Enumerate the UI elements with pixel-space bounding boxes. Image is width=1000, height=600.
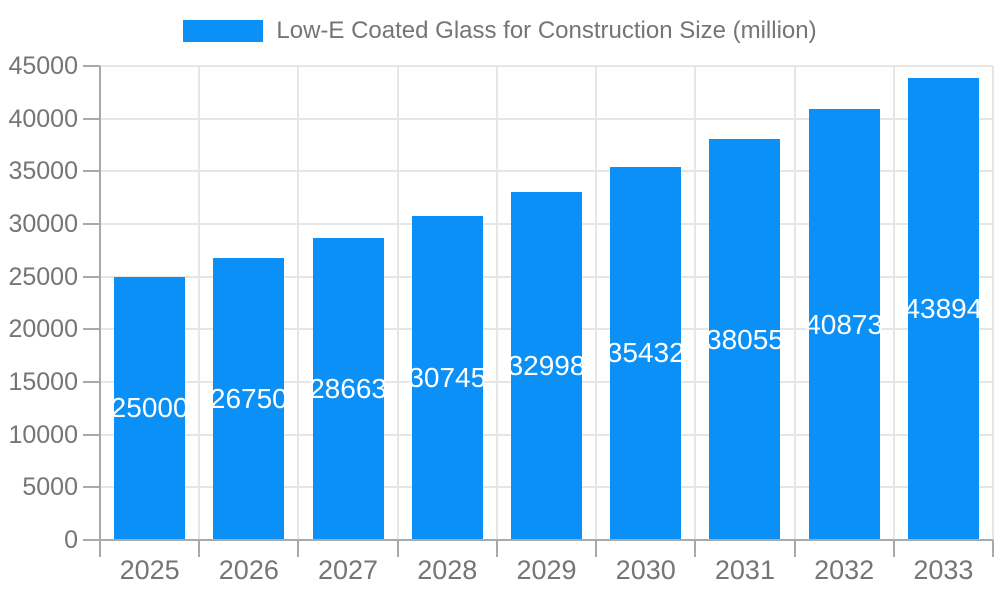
y-tick <box>83 275 100 278</box>
h-gridline <box>100 170 993 173</box>
bar-value-label: 28663 <box>309 373 387 405</box>
x-axis-label: 2026 <box>218 555 279 585</box>
x-axis-label: 2033 <box>913 555 974 585</box>
x-tick <box>892 540 895 557</box>
x-tick <box>99 540 101 557</box>
y-tick <box>83 328 100 331</box>
x-axis-label: 2032 <box>814 555 875 585</box>
y-axis-label: 0 <box>64 526 78 554</box>
legend-swatch <box>183 20 264 42</box>
bar-2029[interactable]: 32998 <box>508 192 585 540</box>
h-gridline <box>100 65 993 67</box>
v-gridline <box>992 66 994 540</box>
legend-label: Low-E Coated Glass for Construction Size… <box>276 17 817 44</box>
x-tick <box>793 540 796 557</box>
x-axis-label: 2027 <box>318 555 379 585</box>
bar-value-label: 32998 <box>507 350 586 382</box>
x-tick <box>198 540 201 557</box>
v-gridline <box>694 66 697 540</box>
x-tick <box>595 540 598 557</box>
y-tick <box>83 223 100 225</box>
legend[interactable]: Low-E Coated Glass for Construction Size… <box>0 17 1000 45</box>
bar-2030[interactable]: 35432 <box>607 166 685 540</box>
v-gridline <box>198 66 201 540</box>
y-axis-label: 40000 <box>8 104 78 133</box>
bar-2028[interactable]: 30745 <box>408 216 486 540</box>
y-axis-label: 5000 <box>22 473 78 502</box>
v-gridline <box>793 66 796 540</box>
y-tick <box>83 381 100 383</box>
x-axis-label: 2025 <box>119 555 180 585</box>
x-tick <box>992 540 994 557</box>
y-axis-label: 10000 <box>8 420 78 449</box>
y-axis-label: 30000 <box>8 210 78 238</box>
y-tick <box>83 170 100 173</box>
x-tick <box>297 540 300 557</box>
y-axis-line <box>99 66 101 540</box>
y-tick <box>83 117 100 120</box>
bar-value-label: 25000 <box>110 392 189 424</box>
v-gridline <box>297 66 300 540</box>
bar-2027[interactable]: 28663 <box>309 238 387 540</box>
bar-value-label: 40873 <box>805 308 884 340</box>
x-tick <box>694 540 697 557</box>
y-tick <box>83 486 100 489</box>
bar-2025[interactable]: 25000 <box>111 276 189 540</box>
x-axis-label: 2029 <box>516 555 577 585</box>
y-axis-label: 15000 <box>8 368 78 396</box>
bar-value-label: 38055 <box>706 323 784 355</box>
bar-2033[interactable]: 43894 <box>904 77 982 540</box>
x-tick <box>396 540 399 557</box>
bar-value-label: 35432 <box>606 337 685 369</box>
v-gridline <box>495 66 498 540</box>
x-axis-line <box>100 539 993 541</box>
bar-2031[interactable]: 38055 <box>706 139 784 540</box>
bar-value-label: 43894 <box>904 292 983 324</box>
bar-2032[interactable]: 40873 <box>805 109 883 540</box>
y-axis-label: 25000 <box>8 262 78 291</box>
x-axis-label: 2030 <box>615 555 676 585</box>
bar-value-label: 26750 <box>209 383 288 415</box>
h-gridline <box>100 117 993 120</box>
bar-2026[interactable]: 26750 <box>210 258 288 540</box>
bar-value-label: 30745 <box>408 362 487 394</box>
y-axis-label: 45000 <box>8 52 78 80</box>
y-axis-label: 35000 <box>8 157 78 186</box>
x-axis-label: 2031 <box>714 555 775 585</box>
y-axis-label: 20000 <box>8 315 78 344</box>
y-tick <box>83 433 100 436</box>
x-axis-label: 2028 <box>417 555 478 585</box>
v-gridline <box>595 66 598 540</box>
y-tick <box>83 539 100 541</box>
y-tick <box>83 65 100 67</box>
v-gridline <box>892 66 895 540</box>
x-tick <box>495 540 498 557</box>
v-gridline <box>396 66 399 540</box>
